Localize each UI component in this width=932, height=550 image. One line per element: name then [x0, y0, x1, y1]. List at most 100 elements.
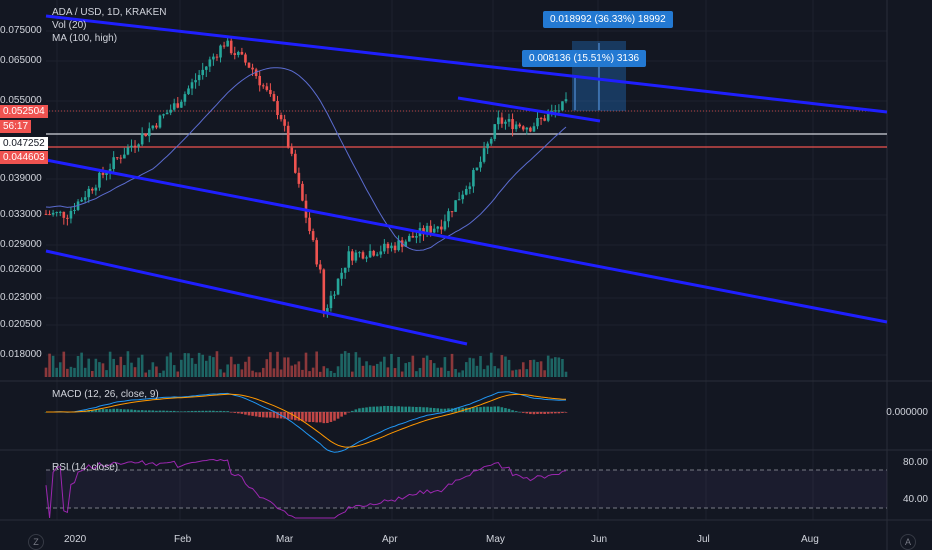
- candle-body[interactable]: [48, 214, 51, 216]
- candle-body[interactable]: [112, 157, 115, 170]
- candle-body[interactable]: [518, 124, 521, 127]
- candle-body[interactable]: [123, 154, 126, 159]
- candle-body[interactable]: [237, 51, 240, 55]
- candle-body[interactable]: [525, 127, 529, 130]
- zoom-toggle-button[interactable]: Z: [28, 534, 44, 550]
- candle-body[interactable]: [379, 251, 383, 255]
- candle-body[interactable]: [564, 99, 568, 102]
- candle-body[interactable]: [290, 147, 294, 154]
- candle-body[interactable]: [83, 197, 87, 200]
- candle-body[interactable]: [101, 172, 105, 175]
- candle-body[interactable]: [91, 188, 94, 191]
- candle-body[interactable]: [432, 228, 436, 233]
- candle-body[interactable]: [472, 170, 475, 187]
- candle-body[interactable]: [397, 240, 400, 251]
- macd-line[interactable]: [46, 391, 567, 453]
- candle-body[interactable]: [543, 118, 546, 121]
- candle-body[interactable]: [115, 157, 119, 159]
- candle-body[interactable]: [254, 69, 258, 76]
- rsi-line[interactable]: [45, 458, 567, 519]
- candle-body[interactable]: [180, 101, 183, 108]
- candle-body[interactable]: [383, 243, 386, 252]
- candle-body[interactable]: [358, 252, 361, 254]
- candle-body[interactable]: [272, 94, 276, 102]
- ma-legend[interactable]: MA (100, high): [52, 33, 118, 44]
- candle-body[interactable]: [297, 172, 301, 184]
- candle-body[interactable]: [500, 117, 504, 124]
- candle-body[interactable]: [468, 186, 472, 190]
- candle-body[interactable]: [429, 225, 432, 233]
- candle-body[interactable]: [497, 117, 500, 125]
- candle-body[interactable]: [261, 85, 265, 87]
- candle-body[interactable]: [322, 269, 326, 314]
- candle-body[interactable]: [390, 245, 393, 249]
- candle-body[interactable]: [208, 59, 212, 67]
- candle-body[interactable]: [511, 119, 514, 130]
- candle-body[interactable]: [165, 112, 169, 115]
- candle-body[interactable]: [276, 101, 279, 116]
- candle-body[interactable]: [51, 212, 55, 215]
- candle-body[interactable]: [219, 45, 222, 58]
- candle-body[interactable]: [504, 121, 507, 124]
- ma-100-line[interactable]: [45, 67, 567, 251]
- candle-body[interactable]: [244, 54, 247, 63]
- symbol-legend[interactable]: ADA / USD, 1D, KRAKEN: [52, 7, 167, 18]
- candle-body[interactable]: [486, 143, 489, 149]
- candle-body[interactable]: [226, 40, 229, 47]
- candle-body[interactable]: [151, 125, 155, 129]
- candle-body[interactable]: [169, 109, 172, 113]
- rsi-legend[interactable]: RSI (14, close): [52, 462, 119, 473]
- candle-body[interactable]: [80, 199, 83, 202]
- candle-body[interactable]: [464, 189, 468, 195]
- candle-body[interactable]: [162, 114, 165, 116]
- candle-body[interactable]: [311, 231, 315, 241]
- candle-body[interactable]: [336, 278, 340, 295]
- candle-body[interactable]: [507, 119, 511, 122]
- candle-body[interactable]: [183, 94, 187, 102]
- macd-legend[interactable]: MACD (12, 26, close, 9): [52, 389, 159, 400]
- candle-body[interactable]: [372, 250, 375, 256]
- candle-body[interactable]: [365, 257, 368, 259]
- candle-body[interactable]: [536, 117, 539, 127]
- candle-body[interactable]: [386, 243, 390, 249]
- candle-body[interactable]: [368, 250, 372, 258]
- candle-body[interactable]: [425, 225, 429, 235]
- candle-body[interactable]: [411, 235, 415, 238]
- candle-body[interactable]: [130, 145, 133, 148]
- candle-body[interactable]: [514, 124, 518, 130]
- trendline-middle[interactable]: [45, 158, 888, 324]
- candle-body[interactable]: [475, 167, 479, 171]
- candle-body[interactable]: [489, 138, 493, 144]
- candle-body[interactable]: [561, 101, 564, 111]
- candle-body[interactable]: [140, 133, 144, 145]
- candle-body[interactable]: [315, 240, 318, 265]
- macd-signal-line[interactable]: [46, 393, 567, 448]
- candle-body[interactable]: [69, 210, 73, 219]
- candle-body[interactable]: [62, 211, 66, 218]
- candle-body[interactable]: [251, 67, 254, 70]
- measure-label-short[interactable]: 0.008136 (15.51%) 3136: [522, 50, 647, 67]
- candle-body[interactable]: [539, 117, 543, 119]
- candle-body[interactable]: [457, 199, 461, 201]
- candle-body[interactable]: [308, 217, 311, 232]
- candle-body[interactable]: [447, 211, 450, 222]
- candle-body[interactable]: [454, 200, 457, 212]
- candle-body[interactable]: [158, 115, 162, 128]
- candle-body[interactable]: [201, 69, 205, 76]
- candle-body[interactable]: [482, 148, 486, 162]
- candle-body[interactable]: [521, 126, 525, 130]
- candle-body[interactable]: [333, 294, 336, 296]
- candle-body[interactable]: [375, 254, 379, 256]
- candle-body[interactable]: [554, 110, 557, 112]
- candle-body[interactable]: [546, 113, 550, 121]
- candle-body[interactable]: [55, 212, 58, 214]
- candle-body[interactable]: [493, 124, 497, 139]
- candle-body[interactable]: [443, 221, 447, 230]
- candle-body[interactable]: [222, 45, 226, 47]
- candle-body[interactable]: [229, 40, 233, 54]
- candle-body[interactable]: [461, 194, 465, 200]
- candle-body[interactable]: [147, 128, 151, 137]
- candle-body[interactable]: [133, 145, 137, 147]
- candle-body[interactable]: [58, 211, 62, 213]
